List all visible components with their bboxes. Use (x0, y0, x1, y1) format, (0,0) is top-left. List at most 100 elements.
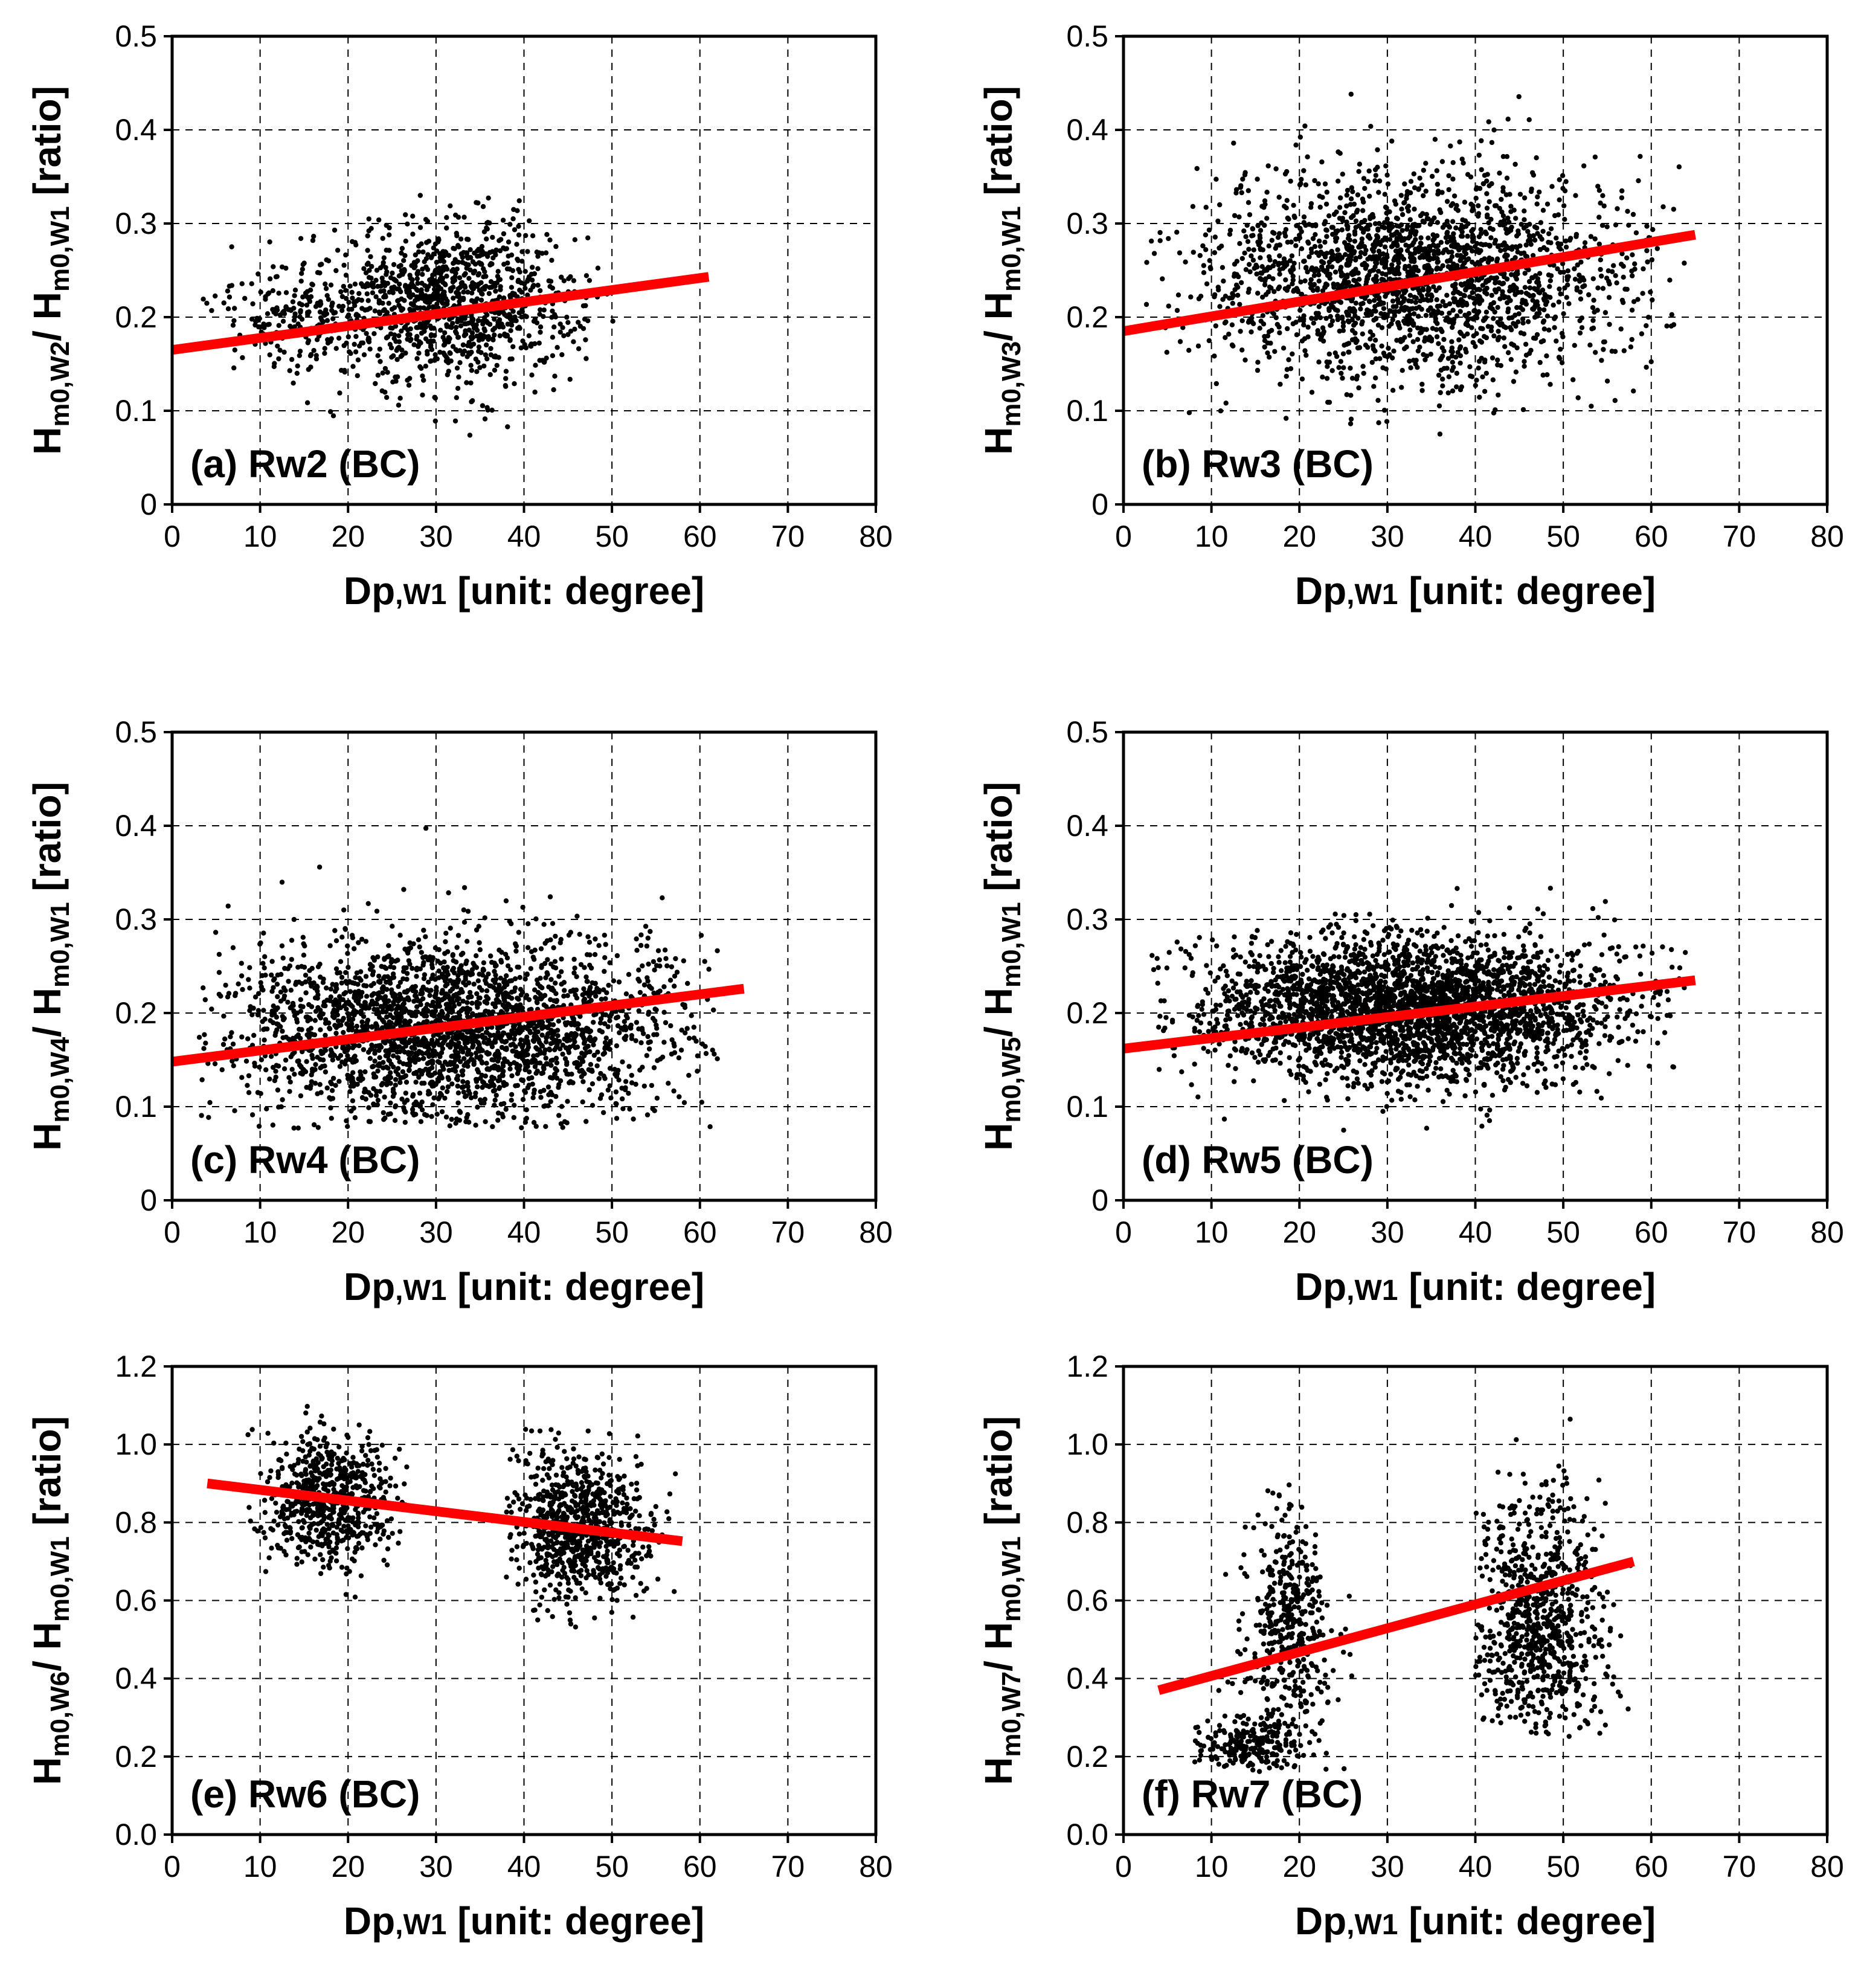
data-point (669, 964, 675, 970)
data-point (1386, 346, 1391, 351)
data-point (323, 286, 329, 291)
data-point (346, 300, 352, 305)
data-point (602, 933, 607, 938)
data-point (226, 991, 232, 996)
data-point (1473, 314, 1478, 320)
data-point (1453, 206, 1459, 211)
data-point (1489, 181, 1494, 187)
data-point (430, 1102, 436, 1108)
data-point (1230, 343, 1236, 349)
data-point (375, 373, 381, 378)
data-point (290, 299, 296, 304)
data-point (1400, 212, 1406, 217)
data-point (1316, 181, 1321, 187)
data-point (414, 974, 419, 979)
data-point (339, 294, 346, 300)
data-point (576, 320, 581, 325)
data-point (1541, 326, 1547, 332)
data-point (1338, 359, 1343, 364)
data-point (1406, 208, 1411, 214)
data-point (1564, 295, 1569, 300)
data-point (1291, 202, 1296, 208)
data-point (1590, 305, 1596, 310)
data-point (490, 234, 495, 240)
data-point (637, 989, 643, 996)
data-point (288, 1079, 293, 1085)
data-point (1404, 344, 1409, 350)
data-point (446, 253, 452, 258)
data-point (1465, 331, 1470, 336)
data-point (1344, 192, 1349, 198)
data-point (468, 362, 474, 368)
data-point (1293, 243, 1299, 248)
data-point (397, 1079, 403, 1086)
data-point (1217, 202, 1223, 208)
data-point (1509, 272, 1514, 277)
data-point (458, 236, 464, 242)
data-point (515, 326, 521, 331)
data-point (1340, 172, 1345, 177)
data-point (1429, 173, 1435, 179)
data-point (1372, 298, 1377, 303)
data-point (376, 217, 382, 223)
data-point (222, 1036, 228, 1042)
data-point (216, 951, 222, 957)
data-point (468, 1052, 474, 1057)
data-point (1482, 359, 1488, 365)
data-point (1411, 240, 1416, 245)
data-point (1288, 178, 1293, 184)
data-point (352, 303, 358, 308)
data-point (256, 1124, 262, 1129)
data-point (338, 367, 344, 373)
data-point (1446, 187, 1451, 193)
data-point (538, 329, 543, 335)
data-point (1411, 256, 1416, 262)
data-point (1298, 279, 1303, 285)
data-point (1632, 266, 1638, 272)
data-point (1190, 204, 1196, 209)
data-point (354, 1023, 359, 1029)
y-tick-label: 0 (140, 487, 157, 521)
data-point (1558, 246, 1563, 252)
data-point (445, 301, 450, 307)
data-point (369, 992, 375, 998)
data-point (644, 1112, 651, 1118)
y-tick-label: 0.1 (1066, 394, 1108, 428)
data-point (1361, 370, 1366, 376)
data-point (637, 979, 642, 984)
data-point (421, 305, 426, 310)
data-point (1384, 314, 1390, 320)
data-point (1229, 322, 1235, 327)
data-point (1387, 209, 1392, 214)
data-point (1459, 156, 1465, 162)
data-point (483, 1119, 488, 1125)
data-point (654, 963, 660, 968)
data-point (470, 398, 475, 404)
data-point (1410, 339, 1416, 344)
data-point (333, 1082, 338, 1089)
data-point (366, 275, 372, 280)
data-point (1444, 199, 1450, 204)
data-point (490, 1124, 495, 1130)
data-point (537, 312, 542, 317)
data-point (1465, 233, 1470, 239)
data-point (515, 996, 520, 1001)
data-point (387, 232, 392, 237)
data-point (610, 318, 616, 324)
data-point (1464, 281, 1469, 287)
data-point (1618, 326, 1624, 332)
data-point (509, 978, 515, 983)
data-point (497, 310, 503, 315)
data-point (1157, 238, 1163, 243)
data-point (550, 335, 556, 340)
data-point (628, 1022, 634, 1028)
data-point (468, 247, 473, 253)
data-point (1316, 272, 1322, 278)
data-point (1375, 227, 1381, 233)
data-point (444, 215, 449, 220)
data-point (1375, 397, 1381, 403)
data-point (365, 248, 370, 253)
data-point (593, 936, 598, 942)
data-point (1357, 161, 1363, 167)
data-point (1380, 271, 1385, 277)
